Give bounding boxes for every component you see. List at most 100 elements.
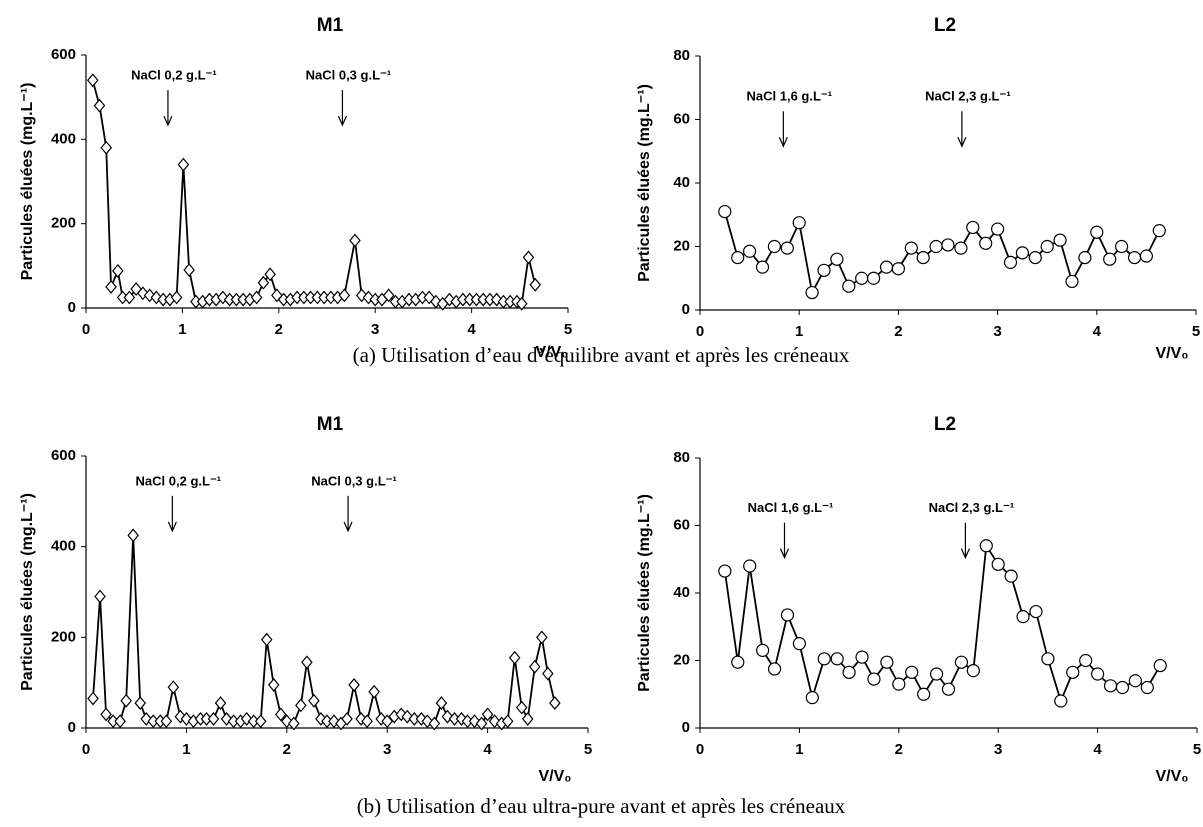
marker xyxy=(382,288,395,303)
marker xyxy=(295,698,307,713)
x-tick-label: 5 xyxy=(1193,741,1201,758)
marker xyxy=(1103,252,1117,266)
marker xyxy=(338,288,351,303)
annotation: NaCl 0,2 g.L⁻¹ xyxy=(136,473,222,488)
marker xyxy=(867,672,881,686)
x-tick-label: 4 xyxy=(483,741,492,758)
marker xyxy=(137,286,149,301)
marker xyxy=(954,655,969,669)
marker xyxy=(718,564,732,578)
marker xyxy=(842,665,856,679)
marker xyxy=(1103,679,1118,693)
marker xyxy=(1115,680,1130,695)
marker xyxy=(855,650,869,664)
marker xyxy=(93,98,106,113)
marker xyxy=(830,252,844,266)
marker xyxy=(1028,251,1042,265)
marker xyxy=(1016,610,1030,624)
marker xyxy=(308,693,320,708)
marker xyxy=(731,655,745,669)
chart-title: L2 xyxy=(934,414,956,435)
x-axis-label: V/V₀ xyxy=(1156,768,1189,785)
x-axis-label: V/V₀ xyxy=(539,768,572,785)
marker xyxy=(521,711,534,726)
marker xyxy=(134,696,146,711)
marker xyxy=(842,279,856,293)
marker xyxy=(112,263,124,278)
marker xyxy=(435,696,448,711)
x-tick-label: 4 xyxy=(1093,323,1102,340)
marker xyxy=(1152,224,1166,238)
annotation-arrowhead xyxy=(343,521,353,533)
x-tick-label: 1 xyxy=(795,741,803,758)
marker xyxy=(501,714,514,729)
x-tick-label: 3 xyxy=(993,323,1001,340)
marker xyxy=(515,296,528,311)
marker xyxy=(1065,274,1079,289)
marker xyxy=(879,260,894,274)
chart-title: M1 xyxy=(317,15,344,36)
marker xyxy=(348,677,360,692)
marker xyxy=(87,691,99,706)
marker xyxy=(274,707,287,722)
marker xyxy=(100,140,113,155)
y-tick-label: 0 xyxy=(68,719,76,736)
marker xyxy=(1140,680,1154,695)
marker xyxy=(817,652,831,666)
y-tick-label: 400 xyxy=(51,130,76,147)
x-tick-label: 1 xyxy=(795,323,803,340)
y-tick-label: 60 xyxy=(673,110,690,127)
marker xyxy=(183,263,195,277)
y-tick-label: 200 xyxy=(51,215,76,232)
marker xyxy=(123,290,136,305)
annotation-arrowhead xyxy=(778,137,788,148)
marker xyxy=(929,239,943,254)
marker xyxy=(105,279,117,294)
marker xyxy=(368,684,380,699)
chart-title: M1 xyxy=(317,414,344,435)
data-line xyxy=(92,535,556,725)
y-tick-label: 20 xyxy=(673,651,690,668)
marker xyxy=(481,707,494,722)
annotation: NaCl 1,6 g.L⁻¹ xyxy=(747,89,833,104)
y-tick-label: 80 xyxy=(673,47,690,64)
marker xyxy=(441,709,454,724)
marker xyxy=(1053,233,1067,247)
marker xyxy=(94,589,106,604)
x-tick-label: 4 xyxy=(467,321,476,338)
x-tick-label: 0 xyxy=(696,741,704,758)
marker xyxy=(401,709,414,724)
marker xyxy=(1127,251,1142,265)
marker xyxy=(177,157,190,172)
marker xyxy=(522,250,535,265)
y-axis-label: Particules éluées (mg.L⁻¹) xyxy=(636,494,653,692)
marker xyxy=(1041,652,1055,666)
x-tick-label: 5 xyxy=(564,321,572,338)
marker xyxy=(529,659,541,674)
marker xyxy=(490,292,503,307)
marker xyxy=(979,236,993,250)
marker xyxy=(428,716,441,731)
y-tick-label: 80 xyxy=(673,449,690,466)
annotation-arrowhead xyxy=(960,548,970,560)
marker xyxy=(1090,667,1105,681)
marker xyxy=(792,216,806,230)
marker xyxy=(260,632,273,647)
marker xyxy=(508,650,521,665)
x-tick-label: 4 xyxy=(1093,741,1102,758)
marker xyxy=(114,714,126,729)
annotation: NaCl 0,3 g.L⁻¹ xyxy=(311,473,397,488)
x-tick-label: 2 xyxy=(894,323,902,340)
annotation: NaCl 2,3 g.L⁻¹ xyxy=(925,89,1011,104)
marker xyxy=(549,696,561,711)
marker xyxy=(954,241,968,255)
annotation-arrowhead xyxy=(957,137,967,148)
marker xyxy=(1153,658,1167,673)
marker xyxy=(805,691,819,705)
marker xyxy=(254,714,267,729)
y-tick-label: 60 xyxy=(673,516,690,533)
marker xyxy=(941,238,955,252)
marker xyxy=(1139,249,1154,263)
marker xyxy=(341,711,353,726)
y-axis-label: Particules éluées (mg.L⁻¹) xyxy=(19,83,36,281)
